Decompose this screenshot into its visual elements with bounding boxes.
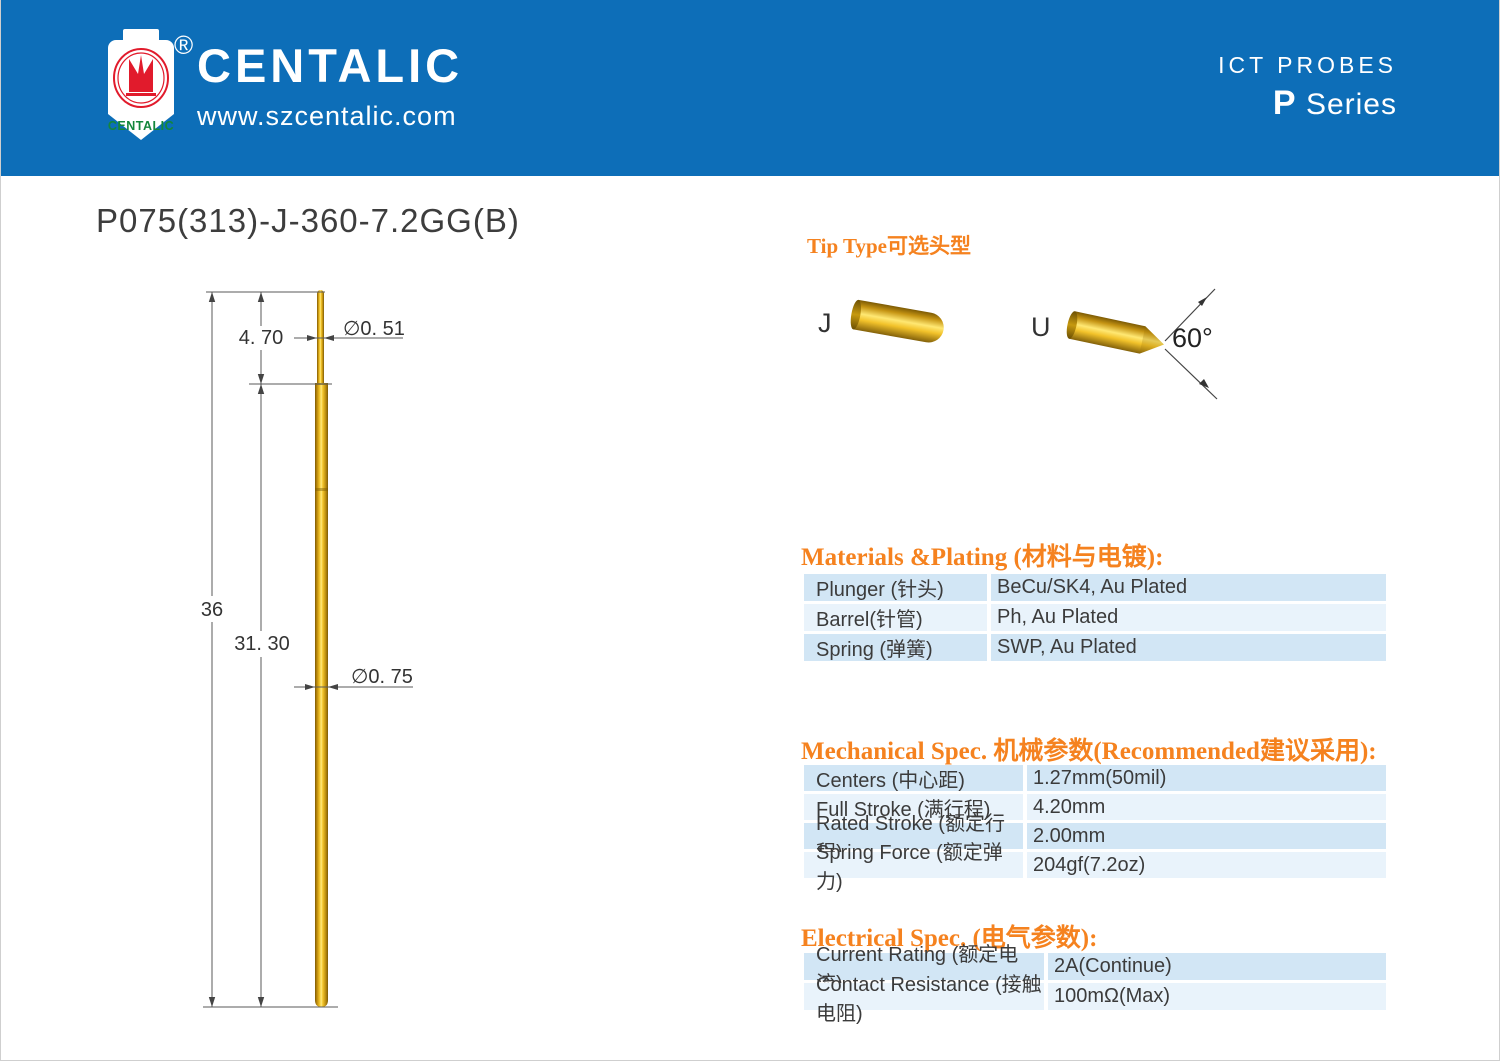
registered-mark: ® — [174, 30, 194, 60]
product-line-label: ICT PROBES — [1218, 52, 1397, 78]
electrical-table: Current Rating (额定电流) 2A(Continue) Conta… — [804, 944, 1386, 1025]
spec-value: 4.20mm — [1027, 794, 1386, 820]
table-row: Barrel(针管) Ph, Au Plated — [804, 604, 1386, 631]
spec-label: Contact Resistance (接触电阻) — [804, 974, 1044, 1025]
angle-annotation-arrows — [1198, 297, 1209, 388]
logo-emblem-icon — [129, 55, 153, 92]
spec-label: Spring Force (额定弹力) — [804, 842, 1023, 893]
angle-annotation-lines — [1164, 288, 1218, 400]
tip-j-label: J — [818, 308, 832, 338]
table-row: Plunger (针头) BeCu/SK4, Au Plated — [804, 574, 1386, 601]
spec-label: Full Stroke (满行程) — [804, 794, 1023, 821]
logo-wordmark-small: CENTALIC — [108, 119, 174, 133]
spec-label: Centers (中心距) — [804, 765, 1023, 792]
series-label: P Series — [1218, 84, 1397, 123]
materials-heading: Materials &Plating (材料与电镀): — [801, 544, 1164, 571]
table-row: Full Stroke (满行程) 4.20mm — [804, 794, 1386, 821]
spec-value: 2.00mm — [1027, 823, 1386, 849]
barrel-crimp-seam — [315, 488, 328, 491]
table-row: Spring Force (额定弹力) 204gf(7.2oz) — [804, 842, 1386, 893]
brand-wordmark: CENTALIC — [197, 39, 464, 92]
tip-j-cylinder — [853, 299, 944, 343]
spec-value: Ph, Au Plated — [991, 604, 1386, 631]
probe-barrel — [315, 383, 328, 1007]
spec-label: Current Rating (额定电流) — [804, 944, 1044, 995]
tip-u-label: U — [1031, 312, 1051, 342]
table-row: Spring (弹簧) SWP, Au Plated — [804, 634, 1386, 661]
spec-value: 100mΩ(Max) — [1048, 983, 1386, 1010]
tip-j-end-face — [850, 299, 861, 330]
dim-overall-length: 36 — [201, 599, 223, 621]
spec-value: SWP, Au Plated — [991, 634, 1386, 661]
table-row: Centers (中心距) 1.27mm(50mil) — [804, 765, 1386, 792]
electrical-heading: Electrical Spec. (电气参数): — [801, 925, 1098, 952]
centalic-logo-icon: CENTALIC — [108, 29, 174, 140]
tip-type-heading: Tip Type可选头型 — [807, 234, 971, 258]
part-number-title: P075(313)-J-360-7.2GG(B) — [96, 202, 520, 239]
website-link[interactable]: www.szcentalic.com — [197, 101, 457, 131]
table-row: Contact Resistance (接触电阻) 100mΩ(Max) — [804, 974, 1386, 1025]
tip-u-cylinder — [1069, 311, 1164, 354]
spec-label: Plunger (针头) — [804, 574, 987, 601]
dim-barrel-length: 31. 30 — [234, 633, 290, 655]
spec-label: Spring (弹簧) — [804, 634, 987, 661]
tip-j-drawing — [850, 299, 944, 343]
series-letter: P — [1272, 84, 1297, 122]
mechanical-table: Centers (中心距) 1.27mm(50mil) Full Stroke … — [804, 765, 1386, 893]
spec-label: Rated Stroke (额定行程) — [804, 813, 1023, 864]
spec-value: 2A(Continue) — [1048, 953, 1386, 980]
spec-value: 204gf(7.2oz) — [1027, 852, 1386, 878]
series-word: Series — [1305, 88, 1397, 121]
dimension-arrows — [208, 292, 338, 1007]
dim-barrel-diameter: ∅0. 75 — [351, 666, 413, 688]
header-bar: CENTALIC ® CENTALIC www.szcentalic.com I… — [1, 0, 1499, 176]
tip-u-drawing: 60° — [1066, 288, 1218, 400]
mechanical-heading: Mechanical Spec. 机械参数(Recommended建议采用): — [801, 738, 1377, 765]
tip-u-end-face — [1066, 311, 1078, 339]
spec-value: BeCu/SK4, Au Plated — [991, 574, 1386, 601]
probe-drawing: 36 4. 70 31. 30 ∅0. 51 ∅0. 75 — [197, 290, 413, 1008]
tip-u-angle-label: 60° — [1172, 323, 1213, 353]
tip-u-cone — [1139, 326, 1164, 354]
spec-value: 1.27mm(50mil) — [1027, 765, 1386, 791]
materials-table: Plunger (针头) BeCu/SK4, Au Plated Barrel(… — [804, 574, 1386, 664]
dim-plunger-length: 4. 70 — [239, 327, 283, 349]
header-right-block: ICT PROBES P Series — [1218, 52, 1397, 123]
table-row: Current Rating (额定电流) 2A(Continue) — [804, 944, 1386, 995]
dim-plunger-diameter: ∅0. 51 — [343, 318, 405, 340]
spec-label: Barrel(针管) — [804, 604, 987, 631]
table-row: Rated Stroke (额定行程) 2.00mm — [804, 813, 1386, 864]
